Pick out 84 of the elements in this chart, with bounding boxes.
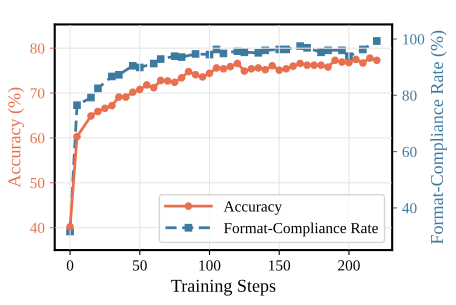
point bbox=[282, 65, 290, 73]
point bbox=[212, 64, 220, 72]
x-tick-label: 150 bbox=[269, 260, 290, 271]
point bbox=[366, 54, 374, 62]
x-axis-title: Training Steps bbox=[171, 280, 276, 296]
point bbox=[156, 55, 165, 63]
point bbox=[254, 49, 262, 57]
point bbox=[324, 46, 332, 54]
point bbox=[73, 132, 81, 140]
point bbox=[198, 73, 206, 81]
point bbox=[220, 65, 228, 73]
point bbox=[282, 46, 290, 54]
point bbox=[317, 48, 325, 56]
point bbox=[317, 61, 325, 70]
point bbox=[108, 72, 116, 80]
point bbox=[192, 70, 200, 78]
point bbox=[303, 61, 311, 70]
y2-axis-title: Format-Compliance Rate (%) bbox=[430, 30, 447, 244]
x-tick-label: 200 bbox=[338, 260, 360, 271]
point bbox=[359, 46, 367, 54]
y2-tick-label: 100 bbox=[403, 34, 424, 44]
point bbox=[289, 62, 297, 70]
point bbox=[352, 56, 360, 64]
legend-label: Format-Compliance Rate bbox=[224, 222, 378, 236]
point bbox=[150, 84, 158, 92]
y-tick-label: 50 bbox=[30, 178, 44, 188]
y2-tick-label: 80 bbox=[402, 90, 417, 101]
point bbox=[275, 66, 284, 74]
point bbox=[94, 108, 102, 116]
point bbox=[164, 77, 172, 85]
point bbox=[136, 86, 144, 94]
point bbox=[373, 37, 381, 45]
x-tick-label: 50 bbox=[133, 260, 147, 271]
point bbox=[240, 67, 248, 75]
point bbox=[296, 60, 304, 68]
y2-tick-label: 40 bbox=[402, 203, 417, 214]
point bbox=[115, 70, 123, 79]
point bbox=[212, 46, 220, 54]
y-tick-label: 40 bbox=[30, 222, 44, 234]
point bbox=[248, 65, 256, 73]
point bbox=[66, 222, 74, 231]
x-tick-label: 100 bbox=[199, 260, 220, 271]
point bbox=[345, 58, 353, 66]
point bbox=[73, 101, 81, 109]
point bbox=[331, 56, 339, 64]
point bbox=[324, 63, 332, 71]
point bbox=[268, 62, 276, 70]
point bbox=[338, 58, 346, 66]
point bbox=[87, 112, 95, 120]
point bbox=[192, 50, 200, 58]
legend-label: Accuracy bbox=[224, 201, 282, 215]
point bbox=[178, 53, 186, 61]
point bbox=[254, 64, 262, 72]
y2-tick-label: 60 bbox=[402, 146, 417, 158]
point bbox=[156, 76, 165, 84]
point bbox=[94, 84, 102, 92]
point bbox=[87, 94, 95, 102]
point bbox=[101, 104, 109, 112]
y-axis-title: Accuracy (%) bbox=[8, 88, 24, 188]
x-tick-label: 0 bbox=[66, 260, 74, 271]
point bbox=[170, 52, 178, 60]
point bbox=[240, 48, 248, 56]
point bbox=[128, 88, 137, 96]
point bbox=[359, 59, 367, 67]
point bbox=[184, 68, 192, 76]
point bbox=[128, 62, 137, 70]
point bbox=[122, 93, 130, 101]
point bbox=[220, 50, 228, 58]
y-tick-label: 60 bbox=[30, 133, 44, 144]
point bbox=[115, 93, 123, 101]
point bbox=[108, 102, 116, 110]
point bbox=[206, 50, 214, 58]
point bbox=[234, 60, 242, 68]
y-tick-label: 80 bbox=[30, 43, 44, 54]
point bbox=[310, 61, 318, 70]
point bbox=[226, 62, 234, 70]
point bbox=[150, 60, 158, 68]
point bbox=[142, 81, 151, 89]
y-tick-label: 70 bbox=[30, 88, 44, 99]
point bbox=[261, 66, 270, 74]
point bbox=[206, 69, 214, 78]
point bbox=[178, 74, 186, 82]
point bbox=[373, 56, 381, 64]
point bbox=[170, 78, 178, 86]
